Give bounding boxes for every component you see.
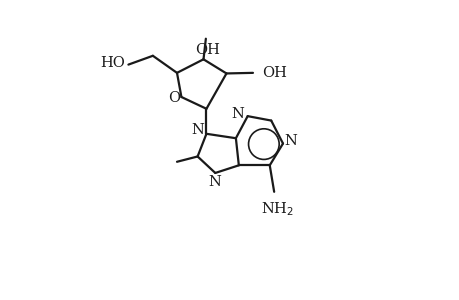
Text: OH: OH xyxy=(261,66,286,80)
Text: NH$_2$: NH$_2$ xyxy=(260,200,293,218)
Text: N: N xyxy=(208,175,221,189)
Text: N: N xyxy=(284,134,297,148)
Text: OH: OH xyxy=(195,43,219,57)
Text: O: O xyxy=(168,92,180,106)
Text: N: N xyxy=(191,123,204,137)
Text: HO: HO xyxy=(100,56,124,70)
Text: N: N xyxy=(231,107,244,121)
